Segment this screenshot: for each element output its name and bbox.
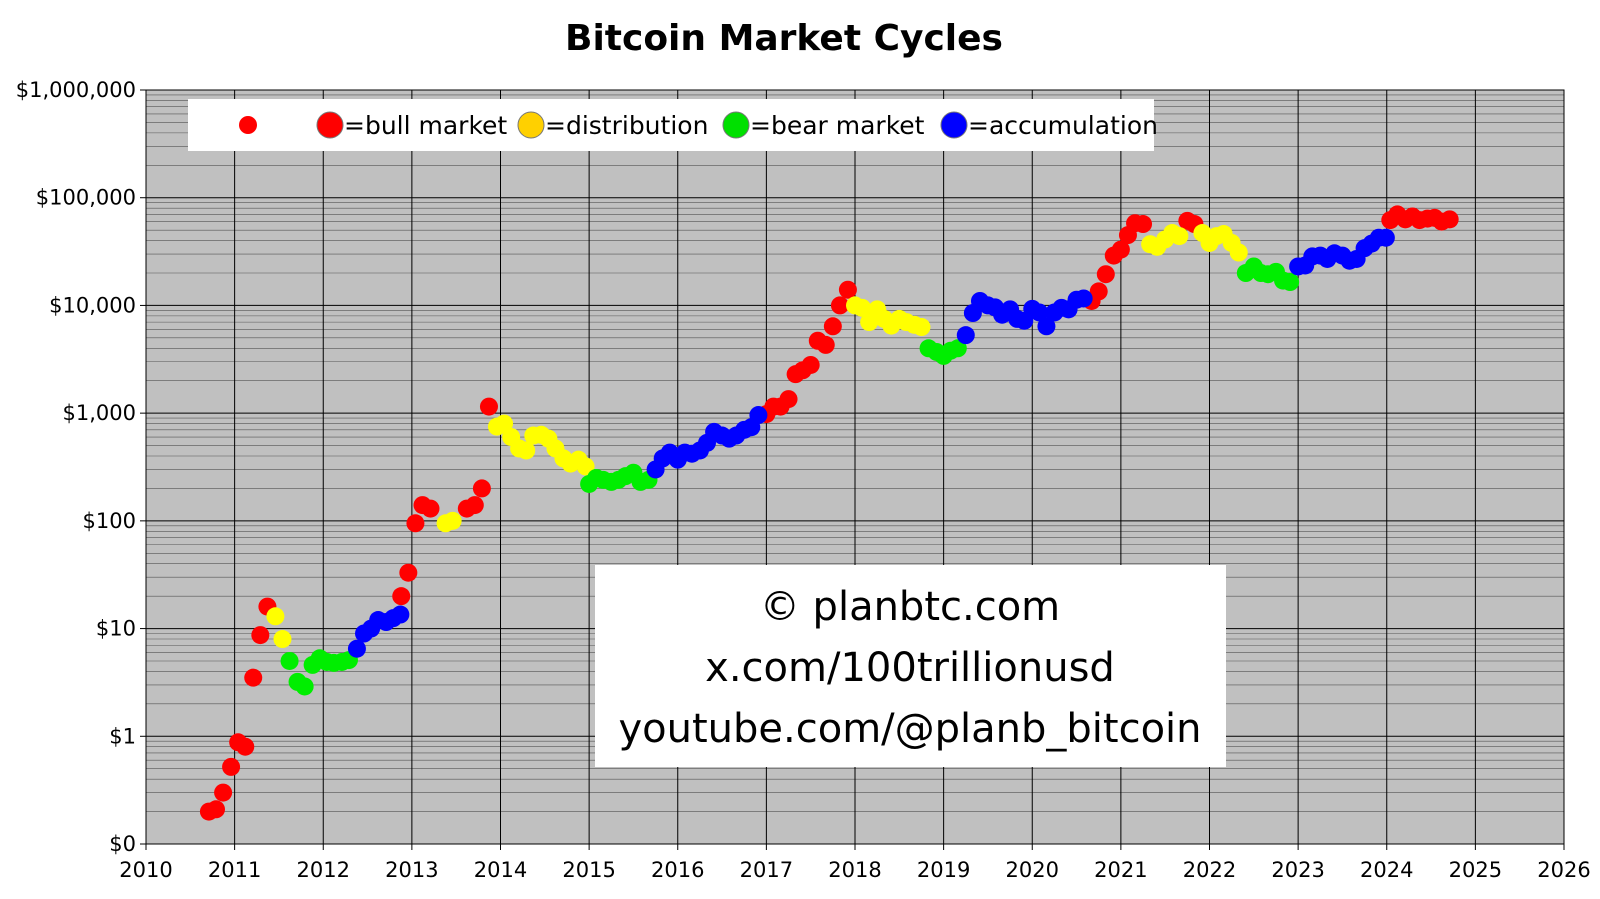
data-point-accumulation: [749, 406, 768, 425]
legend-emoji-circle: [316, 111, 344, 139]
data-points: [199, 205, 1459, 821]
x-tick-label: 2015: [562, 858, 615, 882]
legend-box: [188, 99, 1154, 151]
data-point-distribution: [1229, 243, 1248, 262]
data-point-accumulation: [1074, 289, 1093, 308]
data-point-bull: [779, 390, 798, 409]
data-point-bull: [1111, 240, 1130, 259]
data-point-bull: [399, 563, 418, 582]
data-point-bull: [214, 783, 233, 802]
credit-box-background: [595, 565, 1226, 767]
x-tick-label: 2026: [1537, 858, 1590, 882]
credit-box: © planbtc.com x.com/100trillionusd youtu…: [595, 565, 1226, 767]
data-point-bear: [295, 677, 314, 696]
data-point-bull: [244, 668, 263, 687]
credit-line-x: x.com/100trillionusd: [705, 645, 1115, 691]
credit-line-youtube: youtube.com/@planb_bitcoin: [618, 706, 1201, 752]
data-point-accumulation: [1030, 303, 1049, 322]
x-tick-label: 2019: [917, 858, 970, 882]
x-tick-label: 2022: [1183, 858, 1236, 882]
x-tick-label: 2024: [1360, 858, 1413, 882]
x-tick-label: 2013: [385, 858, 438, 882]
data-point-accumulation: [1037, 317, 1056, 336]
data-point-bull: [207, 800, 226, 819]
data-point-bull: [465, 496, 484, 515]
data-point-distribution: [853, 298, 872, 317]
data-point-bull: [421, 499, 440, 518]
x-tick-label: 2025: [1449, 858, 1502, 882]
y-tick-label: $10: [96, 617, 136, 641]
y-tick-label: $1,000: [63, 401, 136, 425]
y-tick-label: $0: [109, 832, 136, 856]
data-point-bull: [236, 737, 255, 756]
data-point-bull: [392, 587, 411, 606]
legend-marker: [239, 116, 257, 134]
data-point-distribution: [517, 441, 536, 460]
x-tick-label: 2016: [651, 858, 704, 882]
data-point-accumulation: [391, 605, 410, 624]
x-tick-label: 2012: [297, 858, 350, 882]
data-point-distribution: [912, 318, 931, 337]
data-point-bear: [948, 339, 967, 358]
data-point-distribution: [443, 511, 462, 530]
x-tick-label: 2023: [1271, 858, 1324, 882]
x-axis-ticks: 2010 2011 2012 2013 2014 2015 2016 2017 2018 2019…: [119, 844, 1591, 882]
data-point-distribution: [1170, 227, 1189, 246]
y-tick-label: $100,000: [36, 186, 136, 210]
data-point-bull: [1089, 282, 1108, 301]
y-tick-label: $1,000,000: [16, 78, 136, 102]
legend-label: =distribution: [545, 111, 708, 140]
data-point-accumulation: [956, 326, 975, 345]
x-tick-label: 2020: [1006, 858, 1059, 882]
data-point-bull: [406, 514, 425, 533]
chart-title: Bitcoin Market Cycles: [565, 18, 1003, 59]
x-tick-label: 2021: [1094, 858, 1147, 882]
x-tick-label: 2011: [208, 858, 261, 882]
data-point-bear: [1281, 273, 1300, 292]
credit-line-website: © planbtc.com: [760, 584, 1060, 630]
legend-label: =bear market: [750, 111, 925, 140]
data-point-distribution: [576, 457, 595, 476]
x-tick-label: 2017: [740, 858, 793, 882]
y-tick-label: $100: [83, 509, 136, 533]
data-point-bull: [472, 479, 491, 498]
x-tick-label: 2014: [474, 858, 527, 882]
data-point-bull: [801, 355, 820, 374]
legend-label: =accumulation: [968, 111, 1158, 140]
data-point-bear: [280, 651, 299, 670]
data-point-accumulation: [347, 639, 366, 658]
data-point-bull: [479, 397, 498, 416]
x-tick-label: 2010: [119, 858, 172, 882]
data-point-bull: [1096, 265, 1115, 284]
x-tick-label: 2018: [828, 858, 881, 882]
legend-emoji-circle: [517, 111, 545, 139]
data-point-bull: [838, 280, 857, 299]
legend: =bull market =distribution =bear market =ac…: [188, 99, 1158, 151]
data-point-bull: [222, 757, 241, 776]
y-tick-label: $10,000: [49, 293, 136, 317]
y-axis-ticks: $0 $1 $10 $100 $1,000 $10,000 $100,000 $1,000,0…: [16, 78, 146, 856]
data-point-bull: [816, 335, 835, 354]
legend-label: =bull market: [344, 111, 507, 140]
data-point-bull: [251, 626, 270, 645]
data-point-distribution: [266, 607, 285, 626]
data-point-bull: [1134, 215, 1153, 234]
data-point-accumulation: [1376, 228, 1395, 247]
data-point-distribution: [273, 630, 292, 649]
data-point-distribution: [495, 414, 514, 433]
data-point-bull: [830, 296, 849, 315]
legend-emoji-circle: [722, 111, 750, 139]
data-point-bull: [823, 317, 842, 336]
legend-emoji-circle: [940, 111, 968, 139]
y-tick-label: $1: [109, 724, 136, 748]
data-point-bull: [1440, 210, 1459, 229]
